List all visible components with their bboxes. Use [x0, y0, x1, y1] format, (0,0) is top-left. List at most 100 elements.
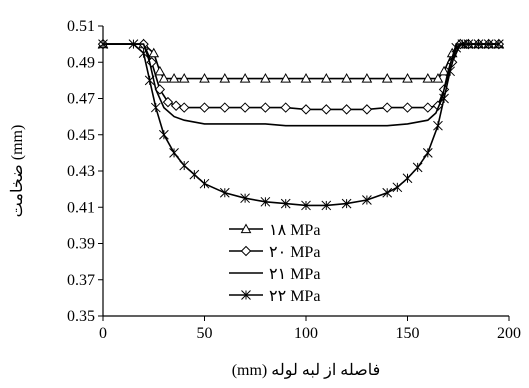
series-line [103, 43, 499, 207]
data-point-marker [219, 187, 230, 198]
y-tick-label: 0.43 [67, 163, 95, 180]
x-tick-label: 0 [99, 325, 107, 342]
data-point-marker [341, 73, 352, 83]
data-point-marker [148, 47, 160, 58]
x-tick-label: 100 [294, 325, 318, 342]
data-point-marker [260, 102, 271, 113]
data-point-marker [240, 193, 250, 204]
axes: 0.35 0.37 0.39 0.41 0.43 0.45 0.47 0.49 0.51 0 50 1… [67, 18, 521, 342]
data-point-marker [189, 169, 200, 180]
data-point-marker [381, 73, 393, 83]
data-point-marker [138, 48, 149, 59]
data-point-marker [240, 245, 252, 257]
data-point-marker [439, 93, 449, 104]
data-point-marker [300, 104, 312, 115]
data-point-marker [280, 198, 291, 209]
data-point-marker [98, 39, 108, 49]
x-tick-label: 50 [197, 325, 213, 342]
data-point-marker [361, 104, 373, 115]
y-tick-label: 0.37 [67, 272, 95, 289]
data-point-marker [321, 200, 332, 211]
data-point-marker [128, 39, 139, 49]
y-tick-label: 0.45 [67, 127, 95, 144]
series-4 [98, 39, 504, 211]
y-tick-label: 0.47 [67, 91, 95, 108]
legend-item: ۲۰ MPa [229, 244, 320, 261]
data-point-marker [260, 73, 271, 83]
data-point-marker [381, 102, 393, 113]
data-point-marker [168, 73, 180, 83]
legend-item: ۱۸ MPa [229, 222, 320, 239]
data-point-marker [362, 195, 372, 205]
data-point-marker [445, 66, 455, 77]
data-point-marker [402, 173, 413, 184]
legend-item: ۲۲ MPa [229, 288, 320, 305]
data-point-marker [432, 73, 444, 83]
data-point-marker [433, 120, 443, 131]
data-point-marker [239, 102, 251, 113]
data-point-marker [158, 73, 170, 83]
data-point-marker [412, 162, 423, 173]
data-point-marker [402, 102, 413, 113]
data-point-marker [169, 148, 179, 158]
y-tick-label: 0.35 [67, 308, 95, 325]
data-point-marker [144, 75, 155, 86]
data-point-marker [301, 200, 311, 211]
data-point-marker [178, 102, 190, 113]
data-point-marker [402, 73, 413, 83]
x-tick-label: 150 [396, 325, 420, 342]
data-point-marker [159, 129, 169, 140]
legend-label: ۲۱ MPa [269, 266, 320, 283]
data-point-marker [199, 178, 210, 189]
data-point-marker [382, 187, 393, 198]
data-point-marker [241, 290, 251, 300]
y-tick-label: 0.51 [67, 18, 95, 35]
data-point-marker [170, 100, 182, 111]
data-point-marker [199, 73, 210, 83]
legend-label: ۲۲ MPa [269, 288, 320, 305]
data-point-marker [422, 73, 434, 83]
data-point-marker [260, 196, 271, 207]
data-point-marker [178, 73, 190, 83]
y-tick-label: 0.49 [67, 54, 95, 71]
data-point-marker [150, 102, 161, 113]
series-3 [103, 43, 499, 127]
series-line [103, 43, 499, 127]
data-point-marker [392, 182, 403, 193]
data-point-marker [341, 104, 352, 115]
data-point-marker [199, 102, 210, 113]
y-tick-label: 0.41 [67, 199, 95, 216]
x-tick-label: 200 [497, 325, 521, 342]
data-point-marker [341, 198, 352, 209]
data-point-marker [240, 223, 252, 234]
series-layer [97, 38, 505, 211]
data-point-marker [473, 39, 484, 49]
data-point-marker [463, 39, 474, 49]
data-point-marker [438, 65, 450, 76]
x-axis-title: (mm) فاصله از لبه لوله [232, 362, 381, 379]
data-point-marker [300, 73, 312, 83]
data-point-marker [154, 65, 166, 76]
data-point-marker [483, 39, 494, 49]
legend: ۱۸ MPa ۲۰ MPa ۲۱ MPa ۲۲ MPa [229, 222, 320, 305]
data-point-marker [361, 73, 373, 83]
data-point-marker [451, 42, 462, 53]
data-point-marker [422, 102, 434, 113]
data-point-marker [280, 73, 292, 83]
data-point-marker [493, 39, 504, 49]
data-point-marker [321, 104, 332, 115]
data-point-marker [162, 96, 174, 108]
series-1 [97, 38, 505, 83]
y-axis-title: ضخامت (mm) [9, 125, 26, 218]
data-point-marker [280, 102, 291, 113]
data-point-marker [239, 73, 251, 83]
data-point-marker [219, 102, 231, 113]
legend-label: ۱۸ MPa [269, 222, 320, 239]
legend-label: ۲۰ MPa [269, 244, 320, 261]
legend-item: ۲۱ MPa [229, 266, 320, 283]
data-point-marker [320, 73, 332, 83]
data-point-marker [422, 148, 433, 158]
data-point-marker [219, 73, 231, 83]
